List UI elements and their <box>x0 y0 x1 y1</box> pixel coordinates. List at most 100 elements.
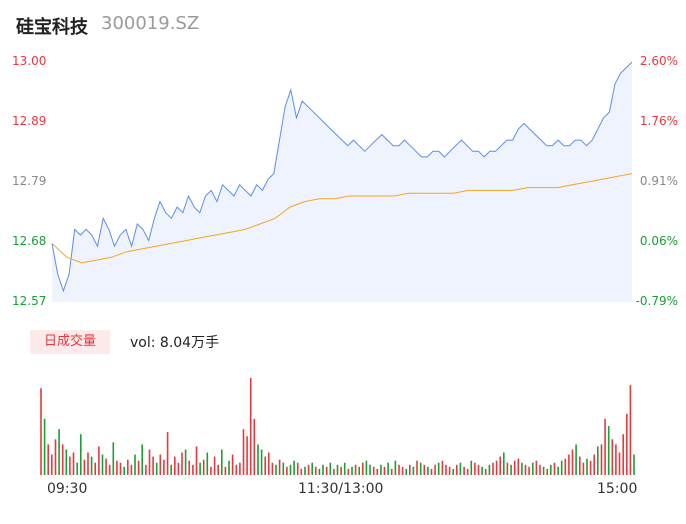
volume-bar <box>604 418 606 475</box>
y-tick-left: 12.89 <box>12 114 47 128</box>
volume-bar <box>575 444 577 475</box>
volume-bar <box>141 444 143 475</box>
volume-bar <box>69 456 71 475</box>
volume-bar <box>264 456 266 475</box>
volume-bar <box>347 468 350 475</box>
volume-bar <box>47 444 49 475</box>
volume-bar <box>213 456 216 475</box>
volume-bar <box>550 464 552 475</box>
y-tick-right: 2.60% <box>639 54 678 68</box>
volume-bar <box>260 449 263 475</box>
volume-bar <box>177 462 180 475</box>
volume-bar <box>166 432 169 475</box>
volume-bar <box>383 466 386 475</box>
volume-bar <box>589 460 592 475</box>
volume-bar <box>155 462 158 475</box>
volume-bar <box>474 462 476 475</box>
volume-bar <box>586 458 588 475</box>
volume-bar <box>553 462 556 475</box>
volume-bar <box>412 466 415 475</box>
volume-bar <box>488 464 491 475</box>
volume-bar <box>130 464 133 475</box>
volume-bar <box>329 462 332 475</box>
volume-bar <box>506 462 509 475</box>
volume-bar <box>409 464 411 475</box>
price-line <box>51 61 633 293</box>
volume-bar <box>571 449 574 475</box>
volume-bar <box>300 468 303 475</box>
x-tick-label: 11:30/13:00 <box>298 481 384 497</box>
volume-bar <box>564 458 567 475</box>
volume-bar <box>376 468 379 475</box>
volume-bar <box>275 464 277 475</box>
volume-bar <box>600 444 603 475</box>
volume-bar <box>369 464 371 475</box>
y-tick-right: -0.79% <box>635 294 678 308</box>
volume-bar <box>127 459 129 475</box>
volume-bar <box>210 466 212 475</box>
volume-bar <box>362 462 364 475</box>
volume-bar <box>448 466 451 475</box>
volume-bar <box>463 466 465 475</box>
volume-bar <box>517 458 520 475</box>
volume-bar <box>72 452 75 475</box>
volume-bar <box>271 462 274 475</box>
volume-bar <box>437 462 440 475</box>
volume-bar <box>286 466 288 475</box>
x-tick-label: 15:00 <box>597 481 638 497</box>
volume-bar <box>105 458 107 475</box>
volume-bar <box>163 459 165 475</box>
volume-bar <box>495 460 498 475</box>
volume-bar <box>510 464 512 475</box>
volume-bar <box>434 464 436 475</box>
volume-bar <box>123 466 125 475</box>
volume-bar <box>358 466 360 475</box>
volume-bar <box>51 454 53 475</box>
volume-bar <box>76 462 78 475</box>
volume-bar <box>557 466 559 475</box>
volume-bar <box>304 466 306 475</box>
volume-bar <box>484 468 487 475</box>
volume-tab[interactable]: 日成交量 <box>30 330 110 354</box>
volume-bar <box>206 452 209 475</box>
volume-readout: vol: 8.04万手 <box>130 332 219 352</box>
volume-bar <box>372 466 375 475</box>
volume-bar <box>80 434 82 475</box>
volume-bar <box>98 446 100 475</box>
price-area-fill <box>52 62 632 302</box>
volume-bar <box>83 459 86 475</box>
volume-bar <box>398 464 400 475</box>
volume-bar <box>626 413 628 475</box>
volume-bar <box>390 468 393 475</box>
volume-bar <box>221 449 223 475</box>
volume-bar <box>101 454 104 475</box>
volume-bar <box>459 462 462 475</box>
volume-bar <box>188 460 190 475</box>
y-tick-left: 13.00 <box>12 54 47 68</box>
volume-bar <box>401 466 404 475</box>
volume-bar <box>441 460 444 475</box>
volume-bar <box>108 464 111 475</box>
volume-bar <box>268 452 270 475</box>
volume-bar <box>116 460 118 475</box>
volume-bar <box>174 456 176 475</box>
volume-bar <box>568 454 570 475</box>
volume-bar <box>224 466 227 475</box>
volume-bar <box>231 454 234 475</box>
volume-bar <box>354 464 357 475</box>
volume-bar <box>134 454 136 475</box>
volume-bar <box>394 460 397 475</box>
volume-bar <box>184 449 187 475</box>
volume-bar <box>293 460 295 475</box>
volume-bar <box>452 468 454 475</box>
volume-label: vol: <box>130 335 156 351</box>
volume-bar <box>405 468 407 475</box>
volume-bar <box>87 452 89 475</box>
volume-bar <box>340 466 342 475</box>
volume-bar <box>615 444 617 475</box>
volume-bar <box>524 464 527 475</box>
volume-bar <box>325 466 328 475</box>
volume-bar <box>181 452 183 475</box>
volume-bar <box>532 462 534 475</box>
x-tick-label: 09:30 <box>47 481 88 497</box>
